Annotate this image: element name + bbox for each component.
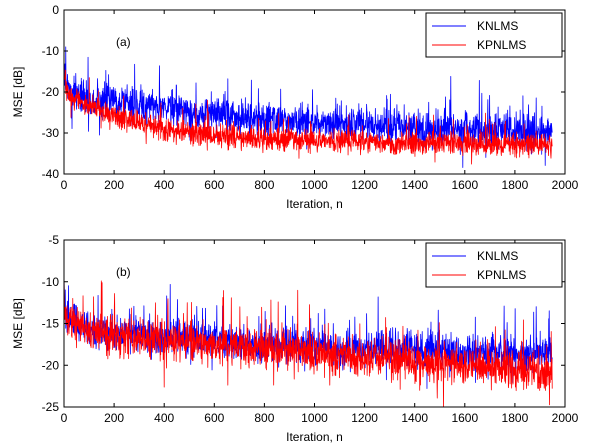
x-tick-label: 1000: [301, 411, 328, 425]
legend-label-knlms: KNLMS: [477, 249, 518, 263]
x-tick-label: 800: [254, 411, 274, 425]
x-tick-label: 2000: [552, 411, 579, 425]
x-tick-label: 0: [61, 411, 68, 425]
series-line-kpnlms: [64, 59, 553, 165]
y-tick-label: -25: [42, 400, 60, 414]
x-tick-label: 1400: [401, 178, 428, 192]
series-line-knlms: [64, 46, 553, 168]
x-axis-label: Iteration, n: [286, 430, 343, 444]
legend-label-kpnlms: KPNLMS: [477, 38, 526, 52]
x-tick-label: 0: [61, 178, 68, 192]
legend-label-knlms: KNLMS: [477, 19, 518, 33]
panel-annotation: (b): [116, 265, 131, 279]
x-tick-label: 1600: [451, 411, 478, 425]
y-tick-label: 0: [52, 3, 59, 17]
y-tick-label: -10: [42, 275, 60, 289]
x-tick-label: 600: [204, 411, 224, 425]
x-tick-label: 1800: [502, 178, 529, 192]
x-tick-label: 1000: [301, 178, 328, 192]
x-tick-label: 200: [104, 178, 124, 192]
x-tick-label: 400: [154, 178, 174, 192]
x-tick-label: 400: [154, 411, 174, 425]
x-tick-label: 2000: [552, 178, 579, 192]
x-tick-label: 600: [204, 178, 224, 192]
series-line-kpnlms: [64, 273, 553, 407]
x-tick-label: 800: [254, 178, 274, 192]
y-tick-label: -5: [48, 233, 59, 247]
x-tick-label: 200: [104, 411, 124, 425]
x-tick-label: 1600: [451, 178, 478, 192]
legend-label-kpnlms: KPNLMS: [477, 268, 526, 282]
x-tick-label: 1400: [401, 411, 428, 425]
x-tick-label: 1800: [502, 411, 529, 425]
x-axis-label: Iteration, n: [286, 197, 343, 211]
panel-a: 0 200 400 600 800 1000 1200 1400 1600 1800 2000 -40…: [11, 3, 579, 211]
y-tick-label: -15: [42, 317, 60, 331]
series-group: [64, 273, 553, 407]
panel-b: 0 200 400 600 800 1000 1200 1400 1600 1800 2000 -25…: [11, 233, 579, 444]
legend-box: [425, 12, 563, 58]
legend-box: [425, 242, 563, 288]
y-tick-label: -10: [42, 44, 60, 58]
x-tick-label: 1200: [351, 411, 378, 425]
y-tick-label: -20: [42, 85, 60, 99]
y-axis-label: MSE [dB]: [11, 67, 25, 118]
x-tick-label: 1200: [351, 178, 378, 192]
y-axis-label: MSE [dB]: [11, 298, 25, 349]
y-tick-label: -40: [42, 167, 60, 181]
y-tick-label: -20: [42, 358, 60, 372]
panel-annotation: (a): [116, 35, 131, 49]
y-tick-label: -30: [42, 126, 60, 140]
series-group: [64, 46, 553, 168]
